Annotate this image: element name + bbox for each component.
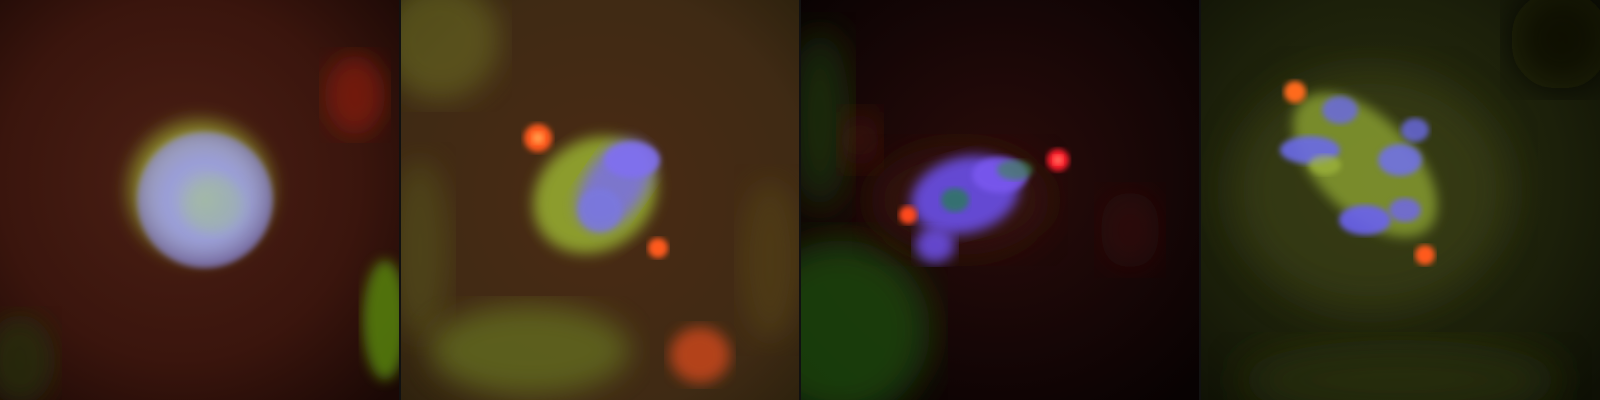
cell-panel-3-image bbox=[800, 0, 1200, 400]
cell-panel-1 bbox=[0, 0, 400, 400]
green-edge-blob bbox=[363, 260, 400, 380]
spindle-pole bbox=[648, 238, 668, 258]
cell-panel-1-image bbox=[0, 0, 400, 400]
spindle-pole bbox=[899, 206, 917, 224]
red-blob bbox=[325, 55, 385, 135]
green-debris bbox=[800, 240, 930, 400]
cell-panel-2 bbox=[400, 0, 800, 400]
panel-divider bbox=[799, 0, 801, 400]
red-blob bbox=[670, 327, 730, 383]
spindle-pole bbox=[1415, 245, 1435, 265]
cell-panel-3 bbox=[800, 0, 1200, 400]
panel-divider bbox=[1199, 0, 1201, 400]
green-debris bbox=[430, 305, 630, 395]
cell-panel-4 bbox=[1200, 0, 1600, 400]
cell-panel-4-image bbox=[1200, 0, 1600, 400]
cell-panel-2-image bbox=[400, 0, 800, 400]
spindle-pole bbox=[1284, 81, 1306, 103]
panel-divider bbox=[399, 0, 401, 400]
